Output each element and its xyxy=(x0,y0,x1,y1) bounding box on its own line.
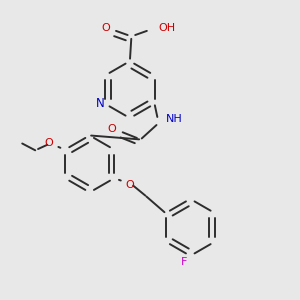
Text: O: O xyxy=(44,138,53,148)
Text: O: O xyxy=(101,23,110,33)
Text: OH: OH xyxy=(159,23,176,33)
Text: O: O xyxy=(126,180,134,190)
Text: N: N xyxy=(96,98,105,110)
Text: F: F xyxy=(181,257,187,267)
Text: NH: NH xyxy=(165,114,182,124)
Text: O: O xyxy=(108,124,116,134)
